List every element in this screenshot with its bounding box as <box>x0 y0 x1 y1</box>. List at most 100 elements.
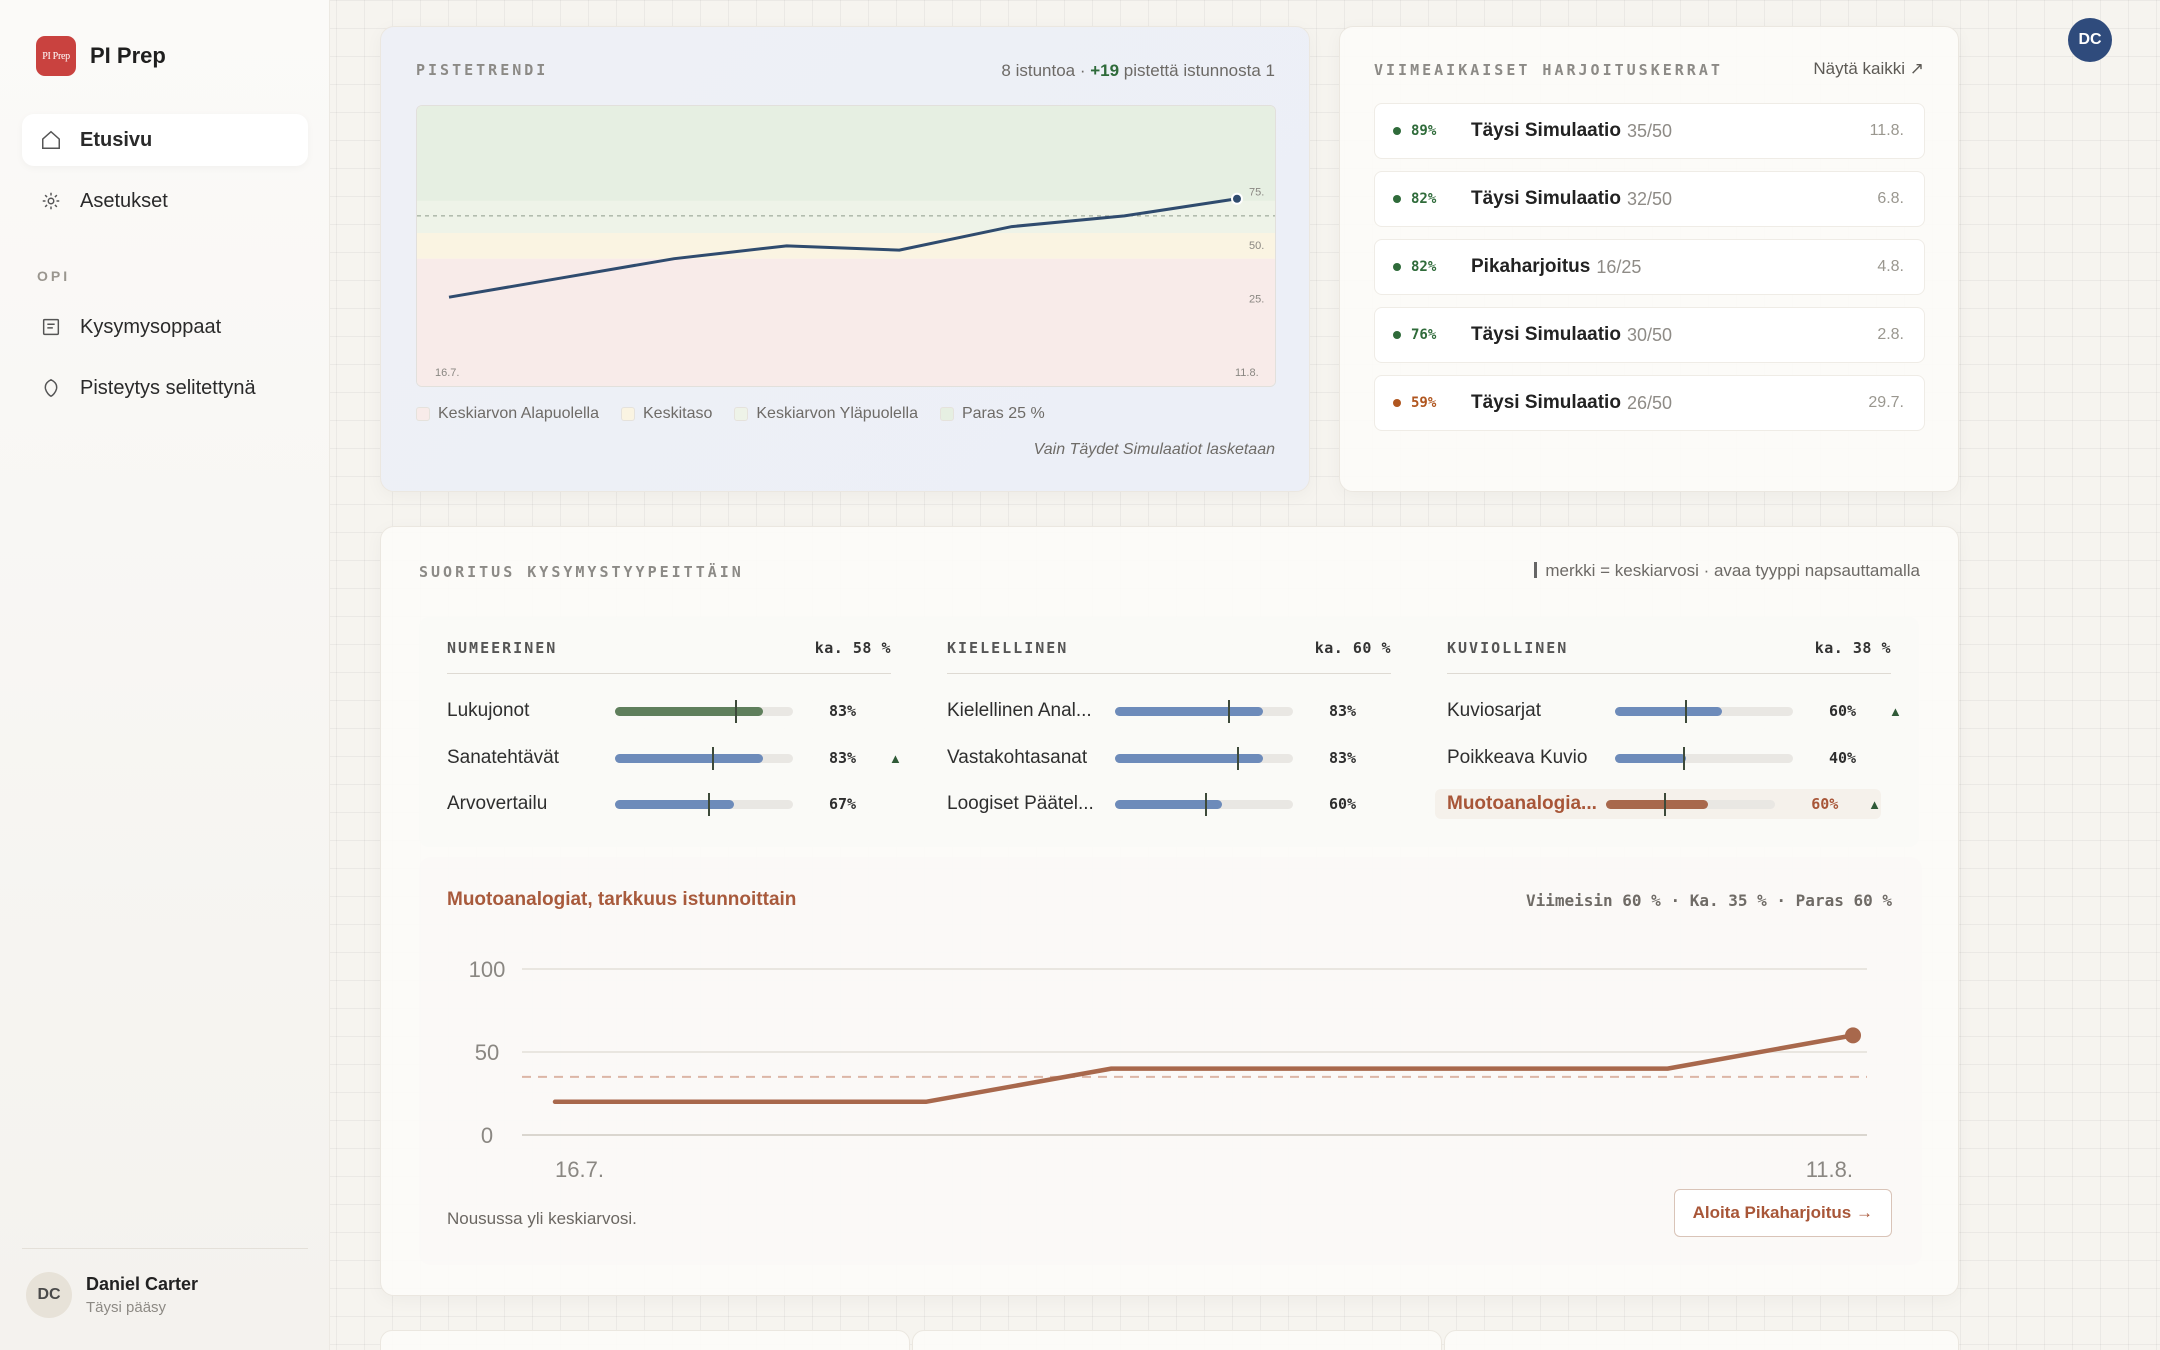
metric-bar-fill <box>1615 706 1722 716</box>
nav-item-pisteytys[interactable]: Pisteytys selitettynä <box>22 362 308 414</box>
trend-meta-prefix: 8 istuntoa · <box>1001 61 1091 80</box>
average-marker <box>1236 746 1239 770</box>
legend-swatch <box>734 407 749 421</box>
y-tick-label: 25. <box>1249 294 1264 306</box>
legend-label: Keskitaso <box>643 405 713 422</box>
legend-item: Keskiarvon Alapuolella <box>416 405 599 423</box>
metric-bar <box>1615 746 1793 770</box>
session-date: 2.8. <box>1877 326 1904 343</box>
trend-line <box>448 197 1238 299</box>
metric-row[interactable]: Vastakohtasanat 83% <box>947 743 1407 773</box>
metric-label: Lukujonot <box>447 700 530 721</box>
detail-chart: 100 50 0 16.7. 11.8. <box>447 935 1897 1190</box>
card-stub <box>380 1330 910 1350</box>
gear-icon <box>42 192 60 210</box>
sidebar-divider <box>22 1248 308 1249</box>
metric-label: Kuviosarjat <box>1447 700 1541 721</box>
trend-up-icon: ▲ <box>1889 703 1902 719</box>
status-dot <box>1393 127 1401 135</box>
metric-bar-fill <box>1115 706 1263 716</box>
nav-label: Etusivu <box>80 128 153 151</box>
user-profile[interactable]: DC Daniel Carter Täysi pääsy <box>26 1272 198 1318</box>
score-trend-card: PISTETRENDI 8 istuntoa · +19 pistettä is… <box>380 26 1310 492</box>
group-header: KUVIOLLINEN ka. 38 % <box>1447 639 1891 674</box>
metric-value: 67% <box>829 795 857 813</box>
metric-label: Muotoanalogia... <box>1447 793 1597 814</box>
session-percent: 82% <box>1411 191 1437 207</box>
status-dot <box>1393 263 1401 271</box>
group-header: NUMEERINEN ka. 58 % <box>447 639 891 674</box>
metric-bar-fill <box>615 706 763 716</box>
nav-item-etusivu[interactable]: Etusivu <box>22 114 308 166</box>
trend-up-icon: ▲ <box>1868 796 1881 812</box>
metric-row[interactable]: Sanatehtävät 83% ▲ <box>447 743 907 773</box>
show-all-link[interactable]: Näytä kaikki ↗ <box>1813 59 1924 78</box>
average-marker <box>708 792 711 816</box>
metric-bar-fill <box>1115 799 1222 809</box>
card-stub <box>1444 1330 1959 1350</box>
recent-title: VIIMEAIKAISET HARJOITUSKERRAT <box>1374 61 1723 79</box>
x-tick-label: 16.7. <box>435 367 459 379</box>
metric-bar <box>1115 699 1293 723</box>
metric-value: 83% <box>829 702 857 720</box>
card-stub <box>912 1330 1442 1350</box>
metric-bar-fill <box>615 799 735 809</box>
start-quick-practice-button[interactable]: Aloita Pikaharjoitus → <box>1673 1189 1892 1237</box>
group-header: KIELELLINEN ka. 60 % <box>947 639 1391 674</box>
metric-value: 83% <box>1329 749 1357 767</box>
status-dot <box>1393 195 1401 203</box>
session-score: 26/50 <box>1626 392 1672 413</box>
metric-value: 40% <box>1829 749 1857 767</box>
metric-row-selected[interactable]: Muotoanalogia... 60% ▲ <box>1435 789 1881 819</box>
x-tick-label: 11.8. <box>1235 367 1259 379</box>
metric-row[interactable]: Lukujonot 83% <box>447 696 907 726</box>
status-dot <box>1393 331 1401 339</box>
session-score: 35/50 <box>1626 120 1672 141</box>
recent-session-row[interactable]: 89% Täysi Simulaatio 35/50 11.8. <box>1374 103 1925 159</box>
metric-row[interactable]: Poikkeava Kuvio 40% <box>1447 743 1907 773</box>
trend-footnote: Vain Täydet Simulaatiot lasketaan <box>1033 441 1275 458</box>
header-avatar[interactable]: DC <box>2068 18 2112 62</box>
session-name: Täysi Simulaatio <box>1471 324 1621 345</box>
session-percent: 82% <box>1411 259 1437 275</box>
chart-band <box>417 258 1275 386</box>
recent-session-row[interactable]: 82% Täysi Simulaatio 32/50 6.8. <box>1374 171 1925 227</box>
metric-row[interactable]: Kielellinen Anal... 83% <box>947 696 1407 726</box>
metric-value: 83% <box>1329 702 1357 720</box>
group-average: ka. 60 % <box>1314 639 1391 657</box>
brand[interactable]: PI Prep PI Prep <box>36 36 166 76</box>
type-detail-panel: Muotoanalogiat, tarkkuus istunnoittain V… <box>419 857 1922 1265</box>
nav-label: Kysymysoppaat <box>80 315 222 338</box>
latest-point <box>1845 1027 1861 1044</box>
metric-bar-fill <box>1115 753 1263 763</box>
brand-logo: PI Prep <box>36 36 76 76</box>
metric-row[interactable]: Loogiset Päätel... 60% <box>947 789 1407 819</box>
group-name: NUMEERINEN <box>447 639 558 657</box>
nav-label: Asetukset <box>80 189 168 212</box>
recent-session-row[interactable]: 59% Täysi Simulaatio 26/50 29.7. <box>1374 375 1925 431</box>
metric-row[interactable]: Arvovertailu 67% <box>447 789 907 819</box>
sidebar: PI Prep PI Prep Etusivu Asetukset OPI Ky… <box>0 0 330 1350</box>
nav-item-asetukset[interactable]: Asetukset <box>22 175 308 227</box>
legend-label: Keskiarvon Yläpuolella <box>756 405 918 422</box>
metric-bar <box>1615 699 1793 723</box>
recent-session-row[interactable]: 76% Täysi Simulaatio 30/50 2.8. <box>1374 307 1925 363</box>
metric-bar-fill <box>1615 753 1687 763</box>
trend-meta-delta: +19 <box>1090 61 1120 80</box>
legend-swatch <box>621 407 635 421</box>
average-marker <box>1204 792 1207 816</box>
trend-title: PISTETRENDI <box>416 61 549 79</box>
metric-value: 60% <box>1829 702 1857 720</box>
nav-item-kysymysoppaat[interactable]: Kysymysoppaat <box>22 301 308 353</box>
shield-icon <box>44 378 58 398</box>
accuracy-line <box>552 1033 1856 1105</box>
average-marker <box>1227 699 1230 723</box>
recent-session-row[interactable]: 82% Pikaharjoitus 16/25 4.8. <box>1374 239 1925 295</box>
y-tick-label: 50. <box>1249 240 1264 252</box>
detail-footnote: Nousussa yli keskiarvosi. <box>447 1209 637 1228</box>
detail-title: Muotoanalogiat, tarkkuus istunnoittain <box>447 889 797 910</box>
group-name: KUVIOLLINEN <box>1447 639 1569 657</box>
y-tick-label: 0 <box>481 1123 493 1148</box>
user-plan: Täysi pääsy <box>86 1299 167 1316</box>
metric-row[interactable]: Kuviosarjat 60% ▲ <box>1447 696 1907 726</box>
